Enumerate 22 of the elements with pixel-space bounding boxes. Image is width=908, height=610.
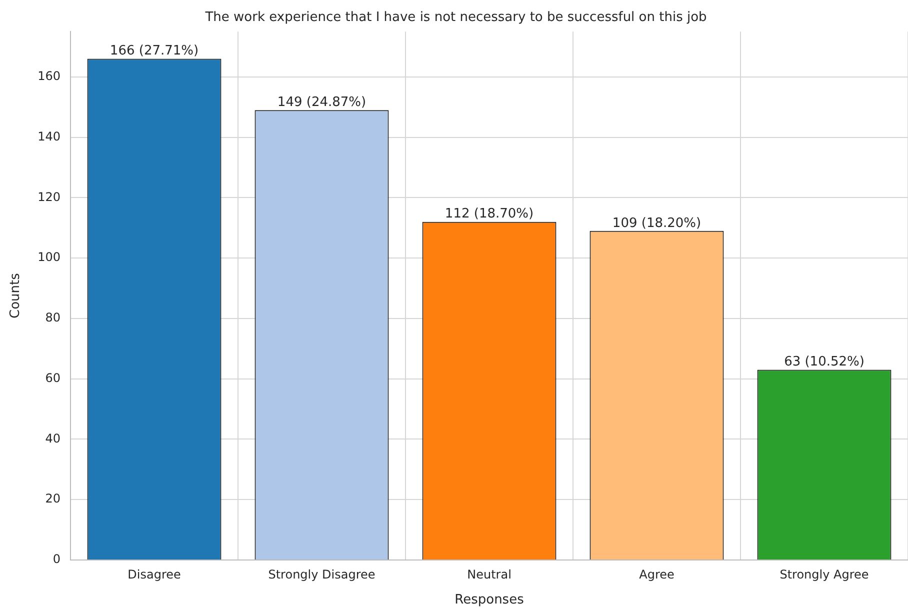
y-tick-label: 80 <box>45 310 61 325</box>
y-tick-label: 60 <box>45 370 61 385</box>
x-tick-label: Strongly Agree <box>780 567 869 582</box>
y-axis-title: Counts <box>8 272 24 318</box>
data-label: 109 (18.20%) <box>612 216 702 231</box>
x-tick-label: Strongly Disagree <box>268 567 376 582</box>
y-tick-label: 140 <box>38 129 61 144</box>
data-label: 112 (18.70%) <box>444 206 534 222</box>
y-tick-label: 20 <box>45 492 61 506</box>
data-label: 63 (10.52%) <box>784 354 864 370</box>
y-tick-label: 40 <box>45 431 61 446</box>
data-label: 149 (24.87%) <box>277 94 366 110</box>
x-tick-label: Disagree <box>128 567 181 582</box>
y-tick-label: 160 <box>38 69 61 84</box>
y-tick-label: 100 <box>38 250 61 264</box>
y-tick-label: 0 <box>52 552 61 566</box>
x-tick-label: Agree <box>639 567 674 582</box>
x-tick-label: Neutral <box>467 567 512 582</box>
data-label: 166 (27.71%) <box>110 44 199 59</box>
chart-title: The work experience that I have is not necessary to be successful on this job <box>204 10 707 26</box>
y-tick-label: 120 <box>38 190 61 204</box>
x-axis-title: Responses <box>454 592 524 608</box>
